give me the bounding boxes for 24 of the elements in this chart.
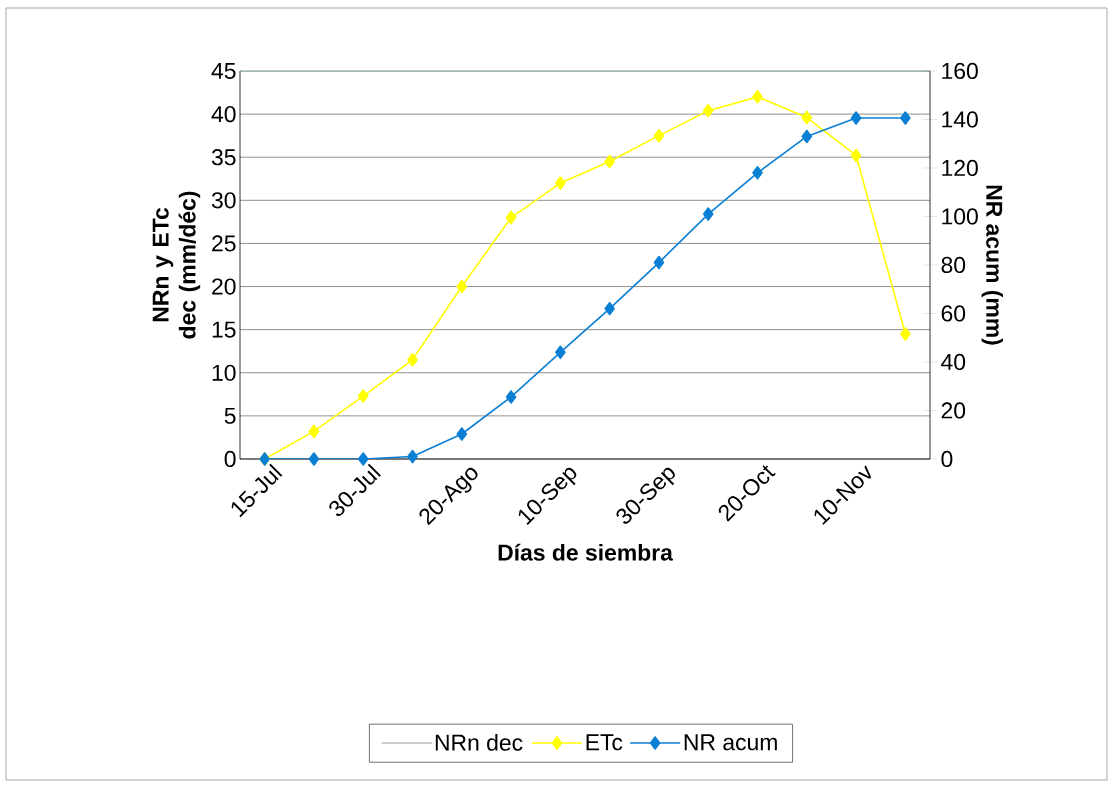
y2-tick-label: 100 [942, 208, 978, 225]
y-tick-label: 10 [212, 364, 236, 381]
y2-tick-label: 20 [941, 402, 966, 419]
legend-label: ETc [586, 734, 623, 751]
y-tick-label: 5 [224, 407, 236, 424]
y-tick-label: 30 [211, 192, 236, 209]
y2-axis-title: NR acum (mm) [981, 185, 1003, 345]
x-axis-title: Días de siembra [498, 543, 674, 561]
legend-label: NRn dec [435, 733, 523, 751]
y-tick-label: 45 [211, 62, 236, 79]
y-axis-title: NRn y ETc dec (mm/déc) [152, 191, 201, 339]
y2-tick-label: 60 [941, 305, 966, 322]
y-tick-label: 15 [212, 321, 236, 338]
y2-tick-label: 0 [941, 450, 953, 468]
y-tick-label: 25 [212, 235, 236, 252]
y-tick-label: 40 [211, 105, 236, 123]
y2-tick-label: 40 [941, 353, 966, 371]
y2-tick-label: 160 [942, 62, 978, 80]
y2-tick-label: 140 [942, 111, 978, 128]
y-tick-label: 35 [211, 149, 236, 166]
y2-tick-label: 120 [942, 159, 978, 177]
legend-label: NR acum [684, 734, 777, 751]
y2-tick-label: 80 [941, 256, 966, 274]
y-tick-label: 20 [212, 278, 236, 295]
